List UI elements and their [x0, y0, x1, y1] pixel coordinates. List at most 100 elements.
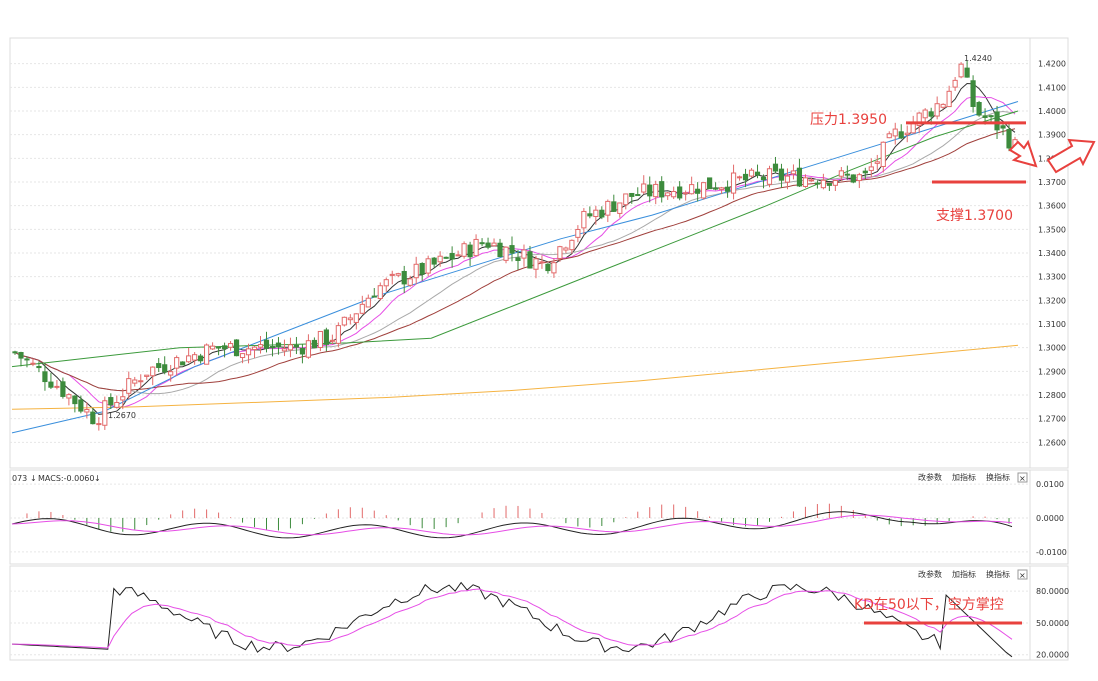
- candle-body: [838, 170, 844, 177]
- candle-body: [641, 183, 647, 193]
- candle-body: [204, 344, 210, 365]
- macd-swap-indicator-button[interactable]: 换指标: [986, 472, 1010, 482]
- kd-grid: [10, 590, 1030, 656]
- low-price-label: 1.2670: [108, 411, 136, 420]
- kd-add-indicator-button[interactable]: 加指标: [952, 569, 976, 579]
- d-line: [11, 588, 1013, 649]
- candle-body: [593, 209, 599, 218]
- candle-body: [916, 112, 922, 127]
- candle-body: [371, 295, 377, 298]
- candle-body: [940, 103, 946, 108]
- candle-body: [497, 242, 503, 258]
- candle-body: [299, 347, 306, 355]
- candle-body: [569, 239, 575, 251]
- kd-close-button[interactable]: [1017, 569, 1028, 580]
- main-y-tick-label: 1.3400: [1038, 249, 1066, 258]
- resistance-label: 压力1.3950: [810, 112, 887, 128]
- candle-body: [653, 183, 659, 198]
- candle-body: [533, 258, 539, 270]
- candle-body: [515, 257, 521, 261]
- candle-body: [527, 251, 533, 269]
- macd-modify-params-button[interactable]: 改参数: [918, 472, 942, 482]
- kd-close-icon[interactable]: ×: [1019, 571, 1026, 580]
- macd-header-arrow-icon: ↓: [94, 474, 101, 483]
- candle-body: [233, 339, 240, 357]
- candle-body: [180, 361, 186, 366]
- candle-body: [718, 187, 725, 190]
- candle-body: [958, 63, 964, 78]
- dif-line: [11, 511, 1013, 539]
- candle-body: [335, 325, 341, 344]
- candle-body: [659, 181, 665, 198]
- candle-body: [946, 90, 952, 108]
- moving-average-lines: [11, 82, 1019, 434]
- candle-body: [395, 273, 401, 276]
- main-y-tick-label: 1.3000: [1038, 344, 1066, 353]
- candle-body: [479, 242, 485, 245]
- candle-body: [629, 192, 635, 197]
- ma120-line: [11, 101, 1019, 434]
- candle-body: [790, 170, 797, 175]
- candle-body: [443, 256, 449, 259]
- candle-body: [850, 174, 856, 183]
- candle-body: [713, 187, 719, 190]
- candle-body: [707, 177, 713, 190]
- candle-body: [365, 297, 371, 308]
- candle-body: [874, 161, 880, 164]
- candle-body: [413, 263, 419, 279]
- candle-body: [102, 400, 108, 426]
- candle-body: [311, 339, 317, 349]
- kd-y-tick-label: 50.0000: [1036, 619, 1069, 628]
- main-y-tick-label: 1.3700: [1038, 178, 1066, 187]
- main-y-tick-label: 1.3900: [1038, 131, 1066, 140]
- candle-body: [473, 238, 479, 257]
- candle-body: [168, 371, 174, 376]
- candle-body: [263, 339, 270, 349]
- candle-body: [66, 394, 72, 399]
- kd-swap-indicator-button[interactable]: 换指标: [986, 569, 1010, 579]
- candle-body: [245, 348, 252, 356]
- candle-body: [677, 186, 683, 199]
- candle-body: [623, 193, 629, 206]
- candle-body: [982, 115, 988, 118]
- candle-body: [192, 354, 198, 361]
- candle-body: [599, 209, 605, 218]
- candle-body: [491, 242, 497, 247]
- candle-body: [251, 346, 258, 351]
- candle-body: [617, 202, 623, 214]
- candle-body: [383, 279, 389, 287]
- macd-close-button[interactable]: [1017, 472, 1028, 483]
- main-panel: 1.42001.41001.40001.39001.38001.37001.36…: [9, 37, 1096, 469]
- candle-body: [347, 317, 353, 321]
- candle-body: [689, 184, 695, 195]
- arrow-down-right-icon: [1008, 139, 1038, 168]
- candle-body: [239, 353, 246, 359]
- candle-body: [401, 270, 407, 285]
- candle-body: [54, 385, 60, 388]
- arrow-up-right-icon: [1046, 138, 1096, 174]
- kd-modify-params-button[interactable]: 改参数: [918, 569, 942, 579]
- candle-body: [976, 102, 982, 116]
- candle-body: [36, 365, 42, 369]
- kd-panel: 80.0000 50.0000 20.0000 改参数 加指标 换指标 × KD在5…: [9, 565, 1069, 661]
- candle-body: [221, 345, 228, 350]
- main-y-tick-label: 1.4200: [1038, 60, 1066, 69]
- candle-body: [952, 79, 958, 88]
- candle-body: [449, 252, 455, 260]
- candle-body: [60, 381, 66, 397]
- main-y-tick-label: 1.2600: [1038, 438, 1066, 447]
- macd-close-icon[interactable]: ×: [1019, 474, 1026, 483]
- main-y-tick-label: 1.2900: [1038, 367, 1066, 376]
- ma30-line: [14, 128, 1016, 392]
- main-y-tick-label: 1.3600: [1038, 202, 1066, 211]
- candle-body: [305, 340, 312, 358]
- candle-body: [808, 179, 815, 182]
- candle-body: [832, 180, 838, 186]
- candle-body: [287, 344, 294, 351]
- candle-body: [964, 67, 970, 78]
- macd-add-indicator-button[interactable]: 加指标: [952, 472, 976, 482]
- candle-body: [647, 184, 653, 197]
- ma250-line: [11, 344, 1019, 410]
- candle-body: [144, 374, 150, 377]
- candle-body: [695, 188, 701, 194]
